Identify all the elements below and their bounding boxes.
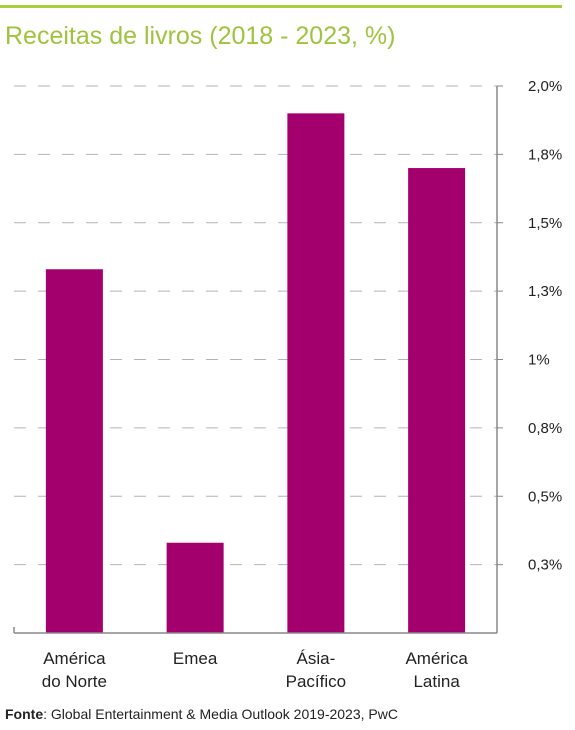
source-label: Fonte <box>5 706 44 722</box>
y-tick-label: 0,8% <box>528 420 562 437</box>
category-label: Ásia- Pacífico <box>286 649 346 691</box>
axes <box>13 85 503 634</box>
y-tick-label: 0,3% <box>528 557 562 574</box>
chart-title: Receitas de livros (2018 - 2023, %) <box>5 22 396 50</box>
category-label-line: América <box>43 649 106 668</box>
source-note: Fonte: Global Entertainment & Media Outl… <box>5 706 398 722</box>
y-tick-label: 0,5% <box>528 488 562 505</box>
y-tick-label: 1% <box>528 352 550 369</box>
y-tick-label: 1,8% <box>528 146 562 163</box>
category-label-line: América <box>405 649 468 668</box>
category-label-line: do Norte <box>42 672 107 691</box>
labels: 0,3% 0,5% 0,8% 1% 1,3% 1,5% 1,8% 2,0% América do … <box>42 78 562 691</box>
bar <box>166 542 224 633</box>
y-tick-label: 1,3% <box>528 283 562 300</box>
category-label-line: Emea <box>173 649 218 668</box>
category-label-line: Latina <box>413 672 460 691</box>
category-label: América do Norte <box>42 649 107 691</box>
category-label-line: Pacífico <box>286 672 346 691</box>
bar-chart: 0,3% 0,5% 0,8% 1% 1,3% 1,5% 1,8% 2,0% América do … <box>13 78 562 691</box>
y-tick-label: 1,5% <box>528 215 562 232</box>
bar <box>408 168 466 634</box>
category-label: América Latina <box>405 649 468 691</box>
bar <box>287 113 345 634</box>
y-tick-label: 2,0% <box>528 78 562 95</box>
bar <box>45 269 103 633</box>
category-label-line: Ásia- <box>297 649 336 668</box>
category-label: Emea <box>173 649 218 668</box>
top-rule <box>0 5 562 8</box>
source-text: : Global Entertainment & Media Outlook 2… <box>43 706 398 722</box>
bars <box>45 113 466 634</box>
